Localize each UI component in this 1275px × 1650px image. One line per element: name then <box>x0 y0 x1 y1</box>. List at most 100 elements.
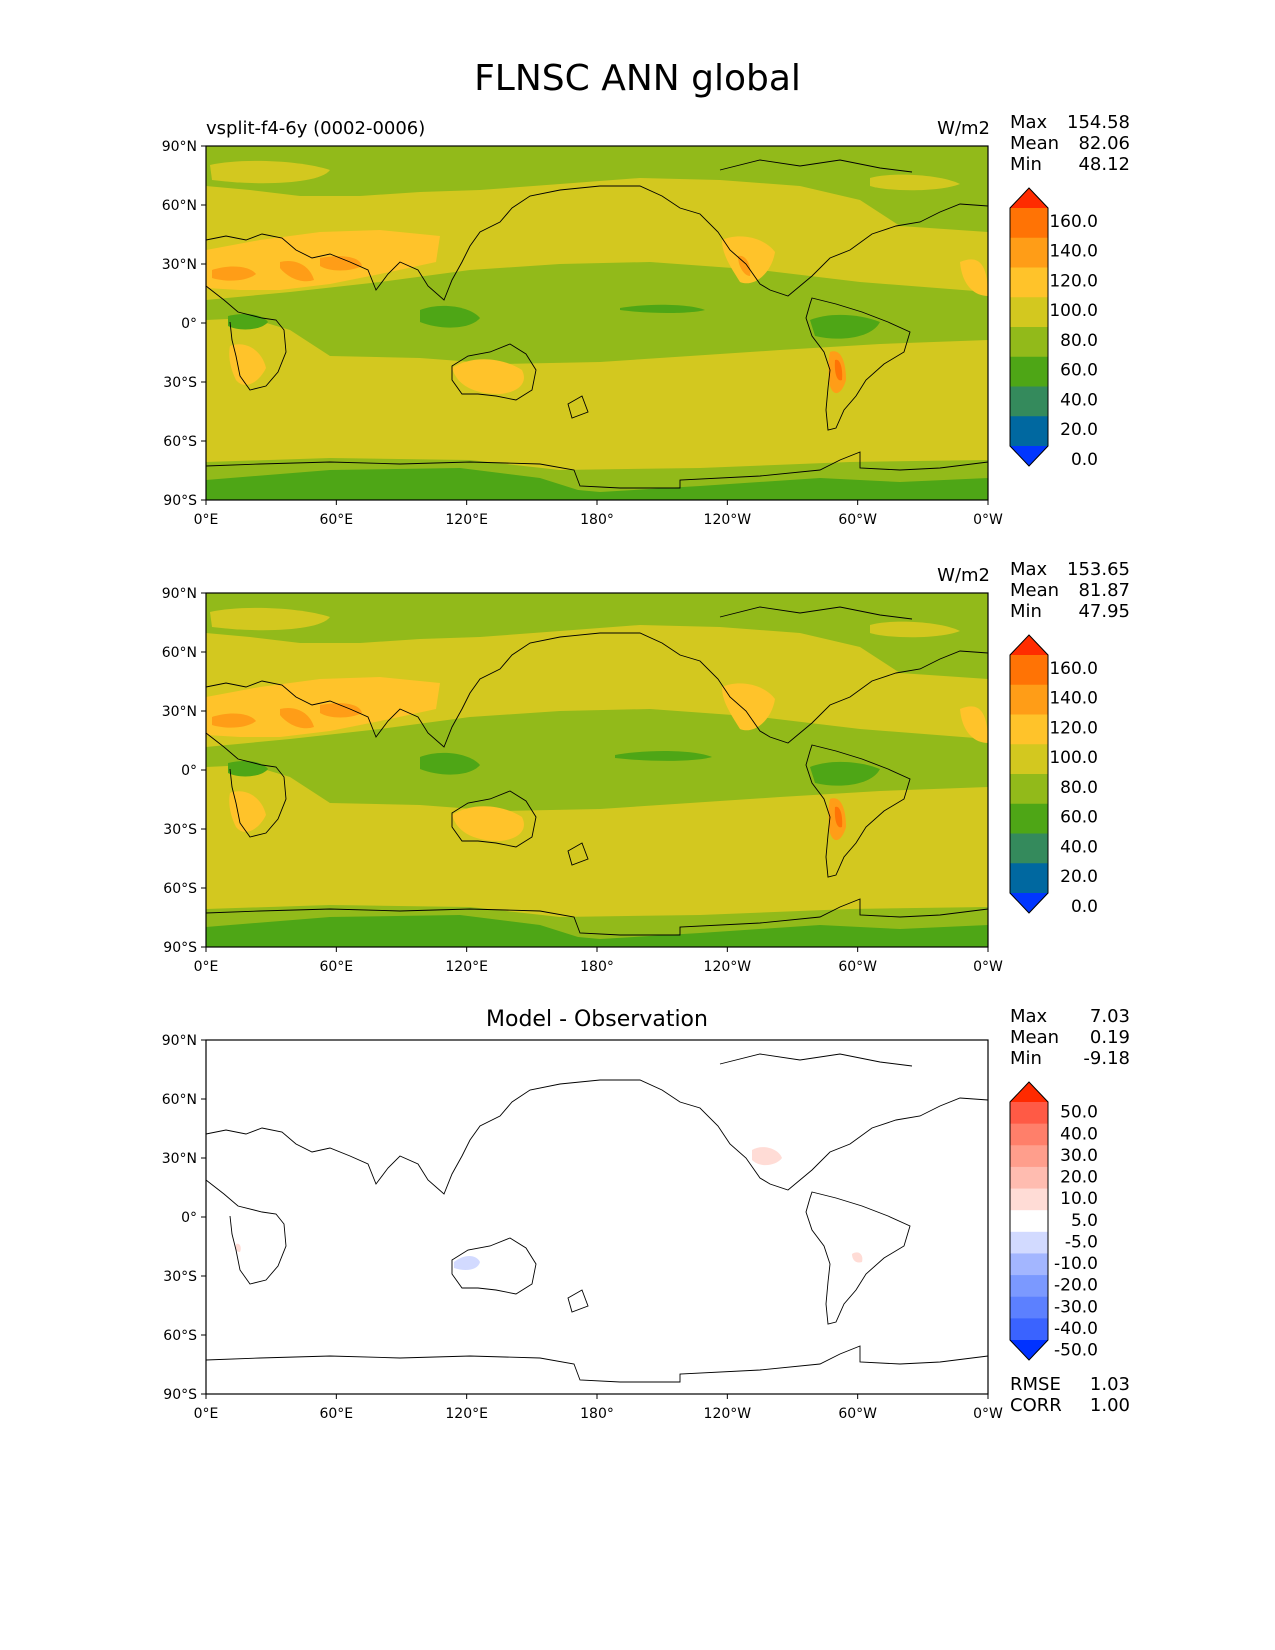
panel-1-westafrica-warm <box>960 259 988 296</box>
figure-title: FLNSC ANN global <box>474 58 801 99</box>
panel-1-maritime-wet <box>420 305 480 328</box>
panel-3-x-tick-label: 60°W <box>838 1406 877 1422</box>
panel-2-stat-max-label: Max <box>1010 559 1048 580</box>
panel-2-y-tick-label: 60°S <box>163 881 197 897</box>
colorbar-1-label: 100.0 <box>1049 301 1098 321</box>
panel-1-stat-min-label: Min <box>1010 154 1042 175</box>
panel-2-iran-hot <box>320 703 362 718</box>
panel-2-x-tick-label: 0°E <box>194 959 219 975</box>
panel-1-map: 0°E 60°E 120°E 180° 120°W 60°W 0°W 90°N 60°N 30°N… <box>162 139 1003 528</box>
colorbar-3-label: 30.0 <box>1060 1146 1098 1166</box>
colorbar-3-bottom-extend <box>1010 1340 1048 1360</box>
panel-3-x-tick-label: 0°W <box>973 1406 1003 1422</box>
colorbar-3-top-extend <box>1010 1082 1048 1102</box>
panel-2-northern-band <box>206 593 988 679</box>
panel-2-stat-mean-value: 81.87 <box>1078 580 1130 601</box>
colorbar-3-label: 5.0 <box>1071 1211 1098 1231</box>
colorbar-3-segment <box>1010 1188 1048 1211</box>
panel-3-y-tick-label: 30°N <box>162 1151 197 1167</box>
panel-2-coastlines <box>205 606 989 936</box>
colorbar-2-segment <box>1010 863 1048 894</box>
panel-2-y-tick-label: 90°S <box>163 940 197 956</box>
colorbar-2-label: 40.0 <box>1060 837 1098 857</box>
panel-3-bolivia-positive <box>852 1252 863 1263</box>
colorbar-3-segment <box>1010 1123 1048 1146</box>
panel-2-swusa-warm <box>722 683 775 731</box>
panel-1-y-tick-label: 90°N <box>162 139 197 155</box>
panel-2-stat-min-label: Min <box>1010 601 1042 622</box>
panel-2-y-tick-label: 30°S <box>163 822 197 838</box>
panel-3-stat-mean-value: 0.19 <box>1089 1027 1130 1048</box>
colorbar-1-segment <box>1010 386 1048 417</box>
panel-2-antarctica-field <box>206 915 988 947</box>
colorbar-2-label: 120.0 <box>1049 718 1098 738</box>
panel-1-stat-min-value: 48.12 <box>1078 154 1130 175</box>
colorbar-3-label: -20.0 <box>1054 1276 1098 1296</box>
panel-3-y-tick-label: 30°S <box>163 1269 197 1285</box>
colorbar-3-label: 50.0 <box>1060 1103 1098 1123</box>
panel-3-stat-mean-label: Mean <box>1010 1027 1060 1048</box>
panel-2-colorbar: 160.0 140.0 120.0 100.0 80.0 60.0 40.0 20.0 0.0 <box>1009 634 1098 917</box>
panel-3-coastlines <box>205 1053 989 1383</box>
panel-3-x-tick-label: 120°E <box>445 1406 488 1422</box>
panel-1-stat-mean-label: Mean <box>1010 133 1060 154</box>
colorbar-2-segment <box>1010 684 1048 715</box>
panel-3-map: 0°E 60°E 120°E 180° 120°W 60°W 0°W 90°N 60°N 30°N… <box>162 1033 1003 1422</box>
panel-1-title: vsplit-f4-6y (0002-0006) <box>206 118 426 139</box>
panel-3-axes: 0°E 60°E 120°E 180° 120°W 60°W 0°W 90°N 60°N 30°N… <box>162 1033 1003 1422</box>
colorbar-1-label: 160.0 <box>1049 212 1098 232</box>
colorbar-1-top-extend <box>1010 188 1048 208</box>
panel-1-y-tick-label: 30°S <box>163 375 197 391</box>
colorbar-2-label: 20.0 <box>1060 867 1098 887</box>
colorbar-2-top-extend <box>1010 635 1048 655</box>
panel-1-iran-hot <box>320 256 362 271</box>
panel-2-andes-hot <box>834 806 843 828</box>
panel-2-australia-warm <box>452 806 524 841</box>
colorbar-3-label: -50.0 <box>1054 1341 1098 1361</box>
panel-3-x-tick-label: 0°E <box>194 1406 219 1422</box>
panel-1-greenland-patch <box>870 174 960 191</box>
panel-2-namibia-warm <box>229 791 266 832</box>
panel-2-map: 0°E 60°E 120°E 180° 120°W 60°W 0°W 90°N 60°N 30°N… <box>162 586 1003 975</box>
colorbar-1-label: 60.0 <box>1060 361 1098 381</box>
colorbar-3-label: 40.0 <box>1060 1124 1098 1144</box>
panel-2-y-tick-label: 0° <box>181 763 197 779</box>
colorbar-3-segment <box>1010 1145 1048 1168</box>
panel-3-y-tick-label: 0° <box>181 1210 197 1226</box>
panel-1-stat-max-label: Max <box>1010 112 1048 133</box>
panel-3-stat-max-value: 7.03 <box>1089 1006 1130 1027</box>
colorbar-2-label: 0.0 <box>1071 897 1098 917</box>
colorbar-2-label: 80.0 <box>1060 778 1098 798</box>
panel-2-x-tick-label: 120°W <box>704 959 752 975</box>
panel-3-stat-min-label: Min <box>1010 1048 1042 1069</box>
panel-1-y-tick-label: 30°N <box>162 257 197 273</box>
colorbar-2-segment <box>1010 744 1048 775</box>
panel-1-colorbar: 160.0 140.0 120.0 100.0 80.0 60.0 40.0 20.0 0.0 <box>1009 187 1098 470</box>
colorbar-1-segment <box>1010 416 1048 447</box>
panel-1-sahara-hot <box>212 266 256 281</box>
colorbar-1-segment <box>1010 267 1048 298</box>
panel-2-pacific-patch <box>615 751 712 761</box>
panel-1-y-tick-label: 90°S <box>163 493 197 509</box>
panel-1-swusa-warm <box>722 236 775 284</box>
panel-3-y-tick-label: 60°N <box>162 1092 197 1108</box>
panel-3-background-field <box>206 1040 988 1394</box>
panel-1-y-tick-label: 0° <box>181 316 197 332</box>
panel-1-y-tick-label: 60°N <box>162 198 197 214</box>
panel-2-units: W/m2 <box>937 565 990 586</box>
panel-1-x-tick-label: 60°E <box>319 512 353 528</box>
panel-1-pacific-patch <box>620 304 705 313</box>
panel-2-stat-min-value: 47.95 <box>1078 601 1130 622</box>
colorbar-1-segment <box>1010 297 1048 328</box>
colorbar-3-segment <box>1010 1102 1048 1125</box>
panel-2-stat-mean-label: Mean <box>1010 580 1060 601</box>
panel-1-australia-warm <box>452 359 524 394</box>
panel-2-x-tick-label: 60°W <box>838 959 877 975</box>
colorbar-1-label: 40.0 <box>1060 390 1098 410</box>
panel-2-greenland-patch <box>870 621 960 638</box>
colorbar-3-label: -10.0 <box>1054 1254 1098 1274</box>
colorbar-2-label: 100.0 <box>1049 748 1098 768</box>
panel-1-arabia-hot <box>280 260 314 282</box>
panel-3-colorbar: 50.040.030.020.010.05.0-5.0-10.0-20.0-30… <box>1009 1081 1098 1361</box>
panel-1-africa-wet <box>228 314 268 330</box>
